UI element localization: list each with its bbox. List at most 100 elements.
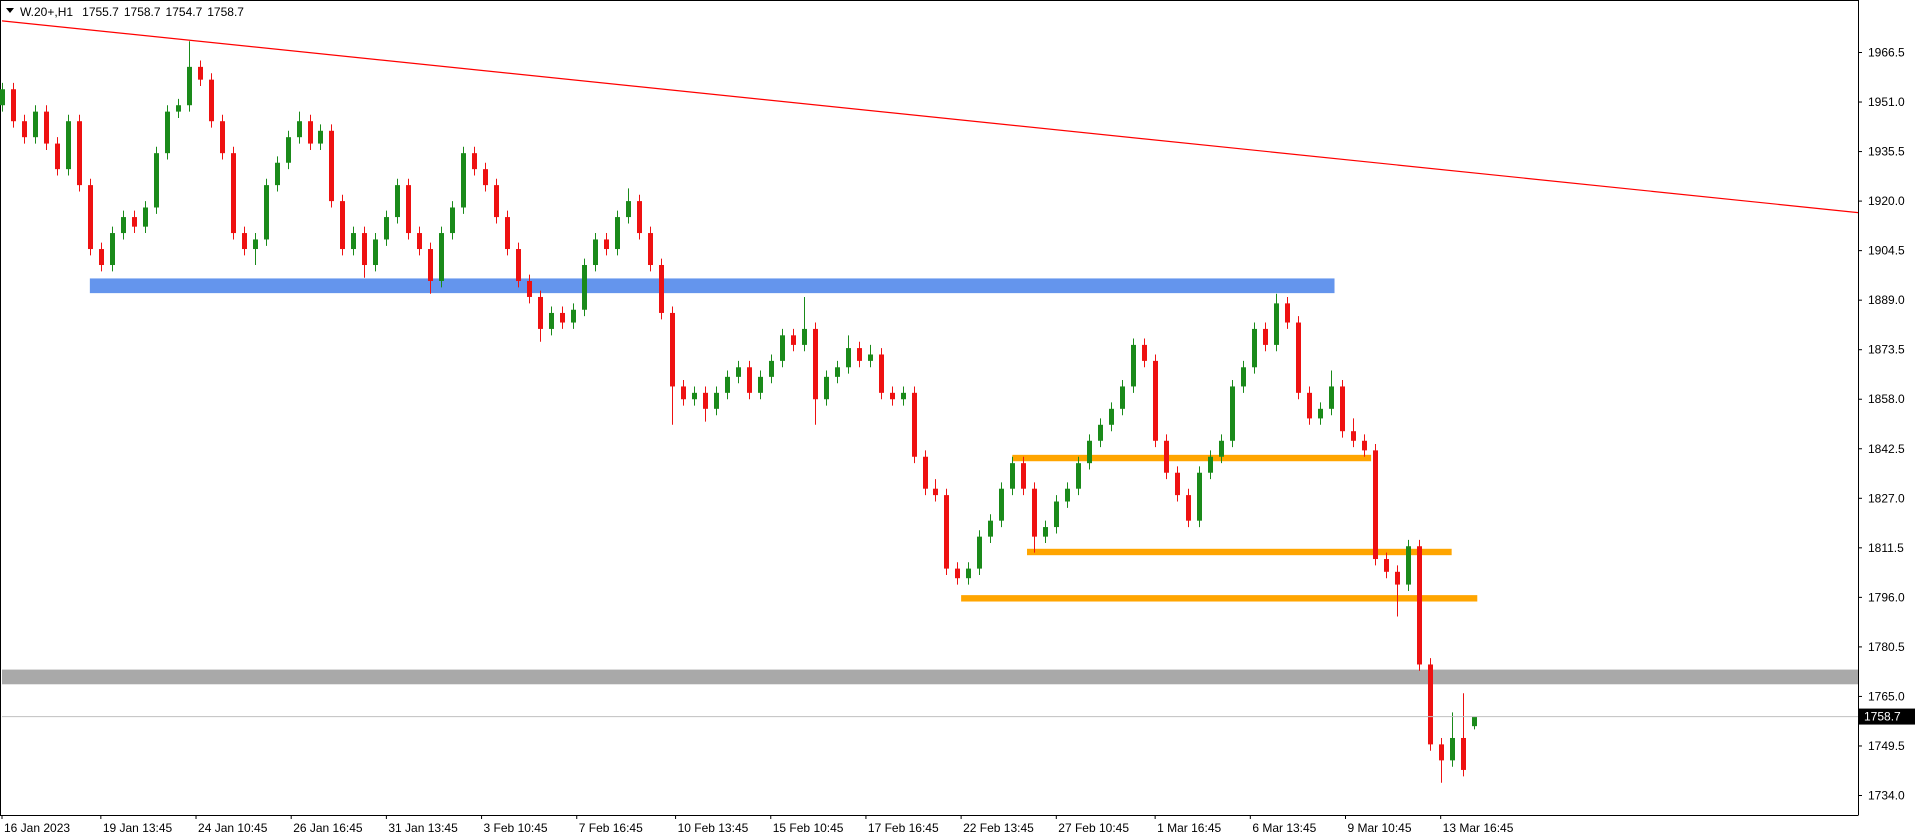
- candle-body: [769, 360, 774, 377]
- x-tick-label: 15 Feb 10:45: [773, 821, 844, 835]
- x-tick-label: 31 Jan 13:45: [388, 821, 458, 835]
- candle-body: [538, 296, 543, 329]
- y-tick-label: 1873.5: [1868, 343, 1905, 357]
- y-tick-label: 1811.5: [1868, 541, 1904, 555]
- open: 1755.7: [82, 5, 119, 19]
- high: 1758.7: [124, 5, 161, 19]
- level-zone: [961, 595, 1478, 602]
- candle-body: [472, 153, 477, 170]
- candle-body: [11, 89, 16, 122]
- current-price-box: [1859, 708, 1915, 725]
- candle-body: [0, 89, 5, 106]
- candle-body: [1428, 664, 1433, 745]
- candle-body: [143, 207, 148, 227]
- level-zone: [1027, 548, 1452, 556]
- candle-body: [725, 376, 730, 393]
- candle-body: [1318, 408, 1323, 419]
- y-tick-label: 1765.0: [1868, 689, 1905, 703]
- candle-body: [198, 66, 203, 80]
- candle-body: [165, 111, 170, 154]
- candle-body: [813, 328, 818, 400]
- x-tick-label: 27 Feb 10:45: [1058, 821, 1129, 835]
- candle-body: [1098, 424, 1103, 441]
- x-tick-label: 10 Feb 13:45: [678, 821, 749, 835]
- candle-body: [1043, 527, 1048, 537]
- candle-body: [395, 185, 400, 218]
- candle-body: [275, 162, 280, 186]
- candle-body: [692, 392, 697, 400]
- candle-body: [1021, 463, 1026, 489]
- candle-body: [714, 392, 719, 409]
- candle-body: [450, 207, 455, 234]
- candle-body: [55, 143, 60, 170]
- candle-body: [384, 217, 389, 240]
- candle-body: [1362, 440, 1367, 451]
- candle-body: [1384, 559, 1389, 572]
- candle-body: [681, 386, 686, 400]
- candle-body: [527, 280, 532, 297]
- candle-body: [933, 488, 938, 496]
- x-tick-label: 13 Mar 16:45: [1443, 821, 1514, 835]
- x-tick-label: 1 Mar 16:45: [1157, 821, 1221, 835]
- candle-body: [132, 217, 137, 227]
- chart-header: W.20+,H1 1755.7 1758.7 1754.7 1758.7: [20, 5, 244, 19]
- candle-body: [988, 520, 993, 537]
- candle-body: [1417, 546, 1422, 665]
- x-tick-label: 26 Jan 16:45: [293, 821, 363, 835]
- menu-arrow[interactable]: [6, 8, 14, 13]
- candle-body: [44, 111, 49, 144]
- y-tick-label: 1966.5: [1868, 45, 1905, 59]
- candle-body: [176, 105, 181, 112]
- y-tick-label: 1780.5: [1868, 640, 1905, 654]
- candle-body: [483, 169, 488, 186]
- y-tick-label: 1951.0: [1868, 95, 1905, 109]
- level-zone: [89, 278, 1335, 294]
- symbol: W.20+,H1: [20, 5, 73, 19]
- candle-body: [1208, 456, 1213, 473]
- candle-body: [1461, 737, 1466, 770]
- x-tick-label: 24 Jan 10:45: [198, 821, 268, 835]
- candle-body: [736, 367, 741, 377]
- candle-body: [604, 239, 609, 250]
- candle-body: [879, 354, 884, 393]
- candle-body: [351, 233, 356, 250]
- candle-body: [253, 239, 258, 250]
- candle-body: [1109, 408, 1114, 425]
- candle-body: [220, 121, 225, 154]
- y-tick-label: 1935.5: [1868, 145, 1905, 159]
- candle-body: [297, 121, 302, 138]
- candle-body: [670, 312, 675, 387]
- current-price-label: 1758.7: [1864, 710, 1901, 724]
- candle-body: [77, 121, 82, 186]
- candle-body: [593, 239, 598, 266]
- candle-body: [626, 201, 631, 218]
- y-tick-label: 1842.5: [1868, 442, 1905, 456]
- candle-body: [758, 376, 763, 393]
- candle-body: [1164, 440, 1169, 473]
- candle-body: [1329, 386, 1334, 409]
- plot: [0, 20, 1859, 783]
- candle-body: [1472, 716, 1477, 727]
- candle-body: [1065, 488, 1070, 502]
- candle-body: [780, 335, 785, 361]
- candle-body: [549, 312, 554, 329]
- candle-body: [648, 233, 653, 266]
- candle-body: [187, 66, 192, 106]
- candle-body: [1274, 303, 1279, 345]
- candle-body: [582, 265, 587, 310]
- x-tick-label: 3 Feb 10:45: [484, 821, 548, 835]
- candle-body: [1252, 328, 1257, 368]
- candle-body: [923, 456, 928, 489]
- candle-body: [1307, 392, 1312, 419]
- y-tick-label: 1734.0: [1868, 789, 1905, 803]
- x-tick-label: 19 Jan 13:45: [103, 821, 173, 835]
- y-tick-label: 1920.0: [1868, 194, 1905, 208]
- level-zone: [2, 669, 1858, 685]
- candle-body: [417, 233, 422, 250]
- candle-body: [835, 367, 840, 377]
- candle-body: [912, 392, 917, 457]
- candle-body: [890, 392, 895, 400]
- candle-body: [1351, 431, 1356, 441]
- candle-body: [1032, 488, 1037, 537]
- candle-body: [659, 265, 664, 313]
